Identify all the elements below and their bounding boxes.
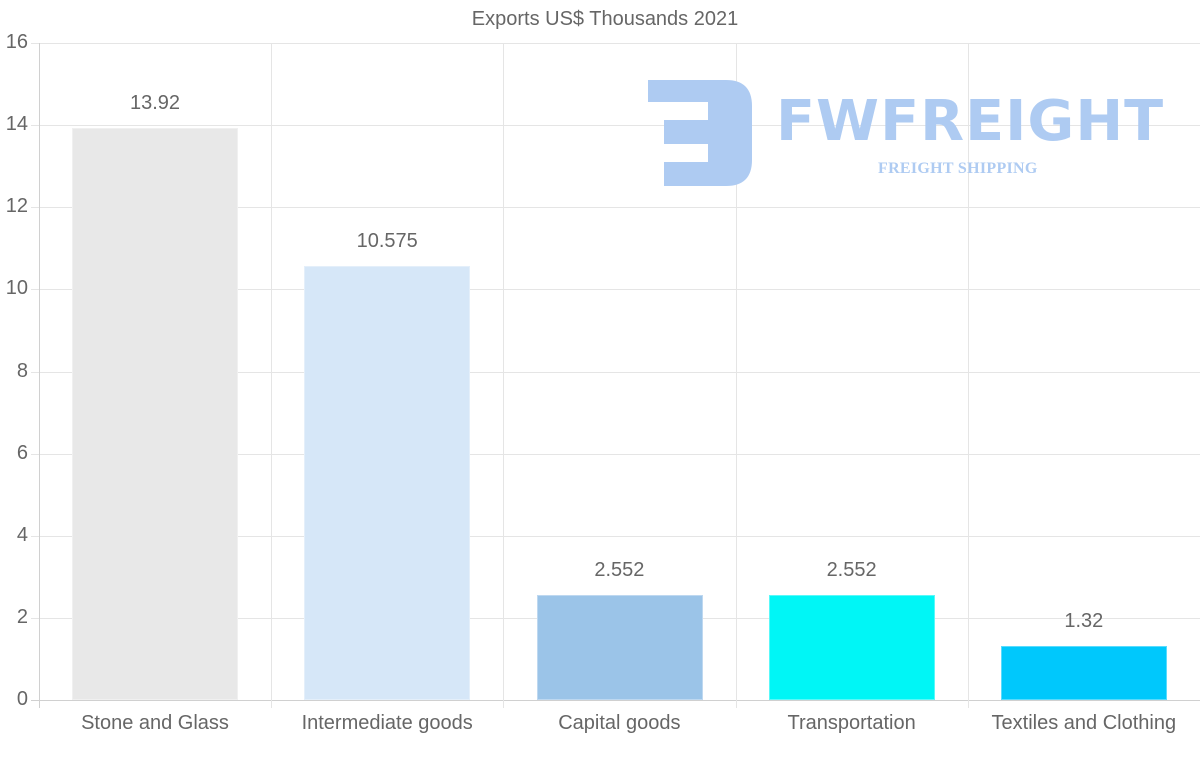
gridline-x <box>503 43 504 708</box>
bar-value-label: 2.552 <box>826 559 877 582</box>
y-tick-label: 12 <box>5 195 28 217</box>
gridline-x <box>271 43 272 708</box>
bar-textiles-and-clothing[interactable] <box>1000 645 1167 700</box>
x-tick-label: Transportation <box>787 712 916 734</box>
y-tick-label: 6 <box>16 442 28 464</box>
gridline-y-12 <box>31 207 1200 208</box>
bar-value-label: 1.32 <box>1064 609 1104 632</box>
bar-value-label: 10.575 <box>356 229 418 252</box>
gridline-y-8 <box>31 372 1200 373</box>
bar-capital-goods[interactable] <box>536 595 703 700</box>
bar-transportation[interactable] <box>768 595 935 700</box>
plot-area <box>31 43 1200 708</box>
bar-value-label: 13.92 <box>129 92 181 115</box>
y-tick-label: 2 <box>16 606 28 628</box>
gridline-y-14 <box>31 125 1200 126</box>
y-tick-label: 4 <box>16 524 28 546</box>
bar-value-label: 2.552 <box>594 559 645 582</box>
bar-stone-and-glass[interactable] <box>72 128 239 700</box>
gridline-x <box>736 43 737 708</box>
gridline-y-0 <box>31 700 1200 701</box>
y-axis-line <box>39 43 40 708</box>
x-tick-label: Stone and Glass <box>81 712 229 734</box>
y-tick-label: 10 <box>5 277 28 299</box>
gridline-y-16 <box>31 43 1200 44</box>
y-tick-label: 8 <box>16 360 28 382</box>
y-tick-label: 0 <box>16 688 28 710</box>
chart-title: Exports US$ Thousands 2021 <box>471 8 739 30</box>
gridline-y-4 <box>31 536 1200 537</box>
y-tick-label: 16 <box>5 31 28 53</box>
x-tick-label: Intermediate goods <box>301 712 473 734</box>
gridline-y-10 <box>31 289 1200 290</box>
gridline-y-6 <box>31 454 1200 455</box>
y-tick-label: 14 <box>5 113 28 135</box>
gridline-x <box>968 43 969 708</box>
x-tick-label: Capital goods <box>558 712 681 734</box>
x-tick-label: Textiles and Clothing <box>991 712 1177 734</box>
bar-intermediate-goods[interactable] <box>304 265 471 700</box>
